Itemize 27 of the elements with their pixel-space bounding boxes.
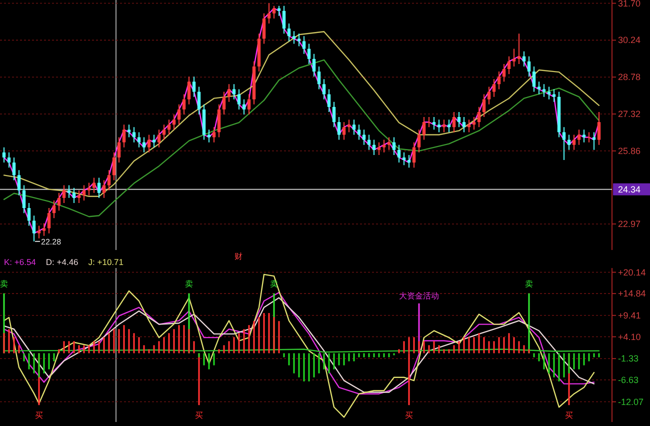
data-label: 买 [35,411,43,420]
text: 财 [234,252,243,261]
data-label: 买 [565,411,573,420]
annotation: 22.28 [41,237,62,246]
text: D: +4.46 [46,257,79,267]
y-tick-label: -12.07 [618,396,644,407]
data-label: 买 [195,411,203,420]
text: K: +6.54 [4,257,36,267]
y-tick-label: +9.41 [618,310,641,320]
data-label: 买 [405,411,413,420]
data-label: 卖 [185,279,193,288]
y-tick-label: 30.24 [618,35,641,46]
y-tick-label: 25.86 [618,146,641,156]
y-tick-label: 28.78 [618,72,641,82]
data-label: 卖 [525,279,533,288]
y-tick-label: -6.63 [618,374,639,385]
data-label: 卖 [0,279,8,288]
data-label: 大资金活动 [399,291,439,300]
ref-line-label: 24.34 [618,184,641,194]
text: J: +10.71 [88,257,124,267]
y-tick-label: 22.97 [618,218,641,229]
y-tick-label: 27.32 [618,109,641,120]
y-tick-label: +20.14 [618,267,646,278]
y-tick-label: +14.84 [618,288,646,299]
y-tick-label: +4.10 [618,332,641,342]
y-tick-label: 31.70 [618,0,641,8]
y-tick-label: -1.33 [618,354,639,364]
